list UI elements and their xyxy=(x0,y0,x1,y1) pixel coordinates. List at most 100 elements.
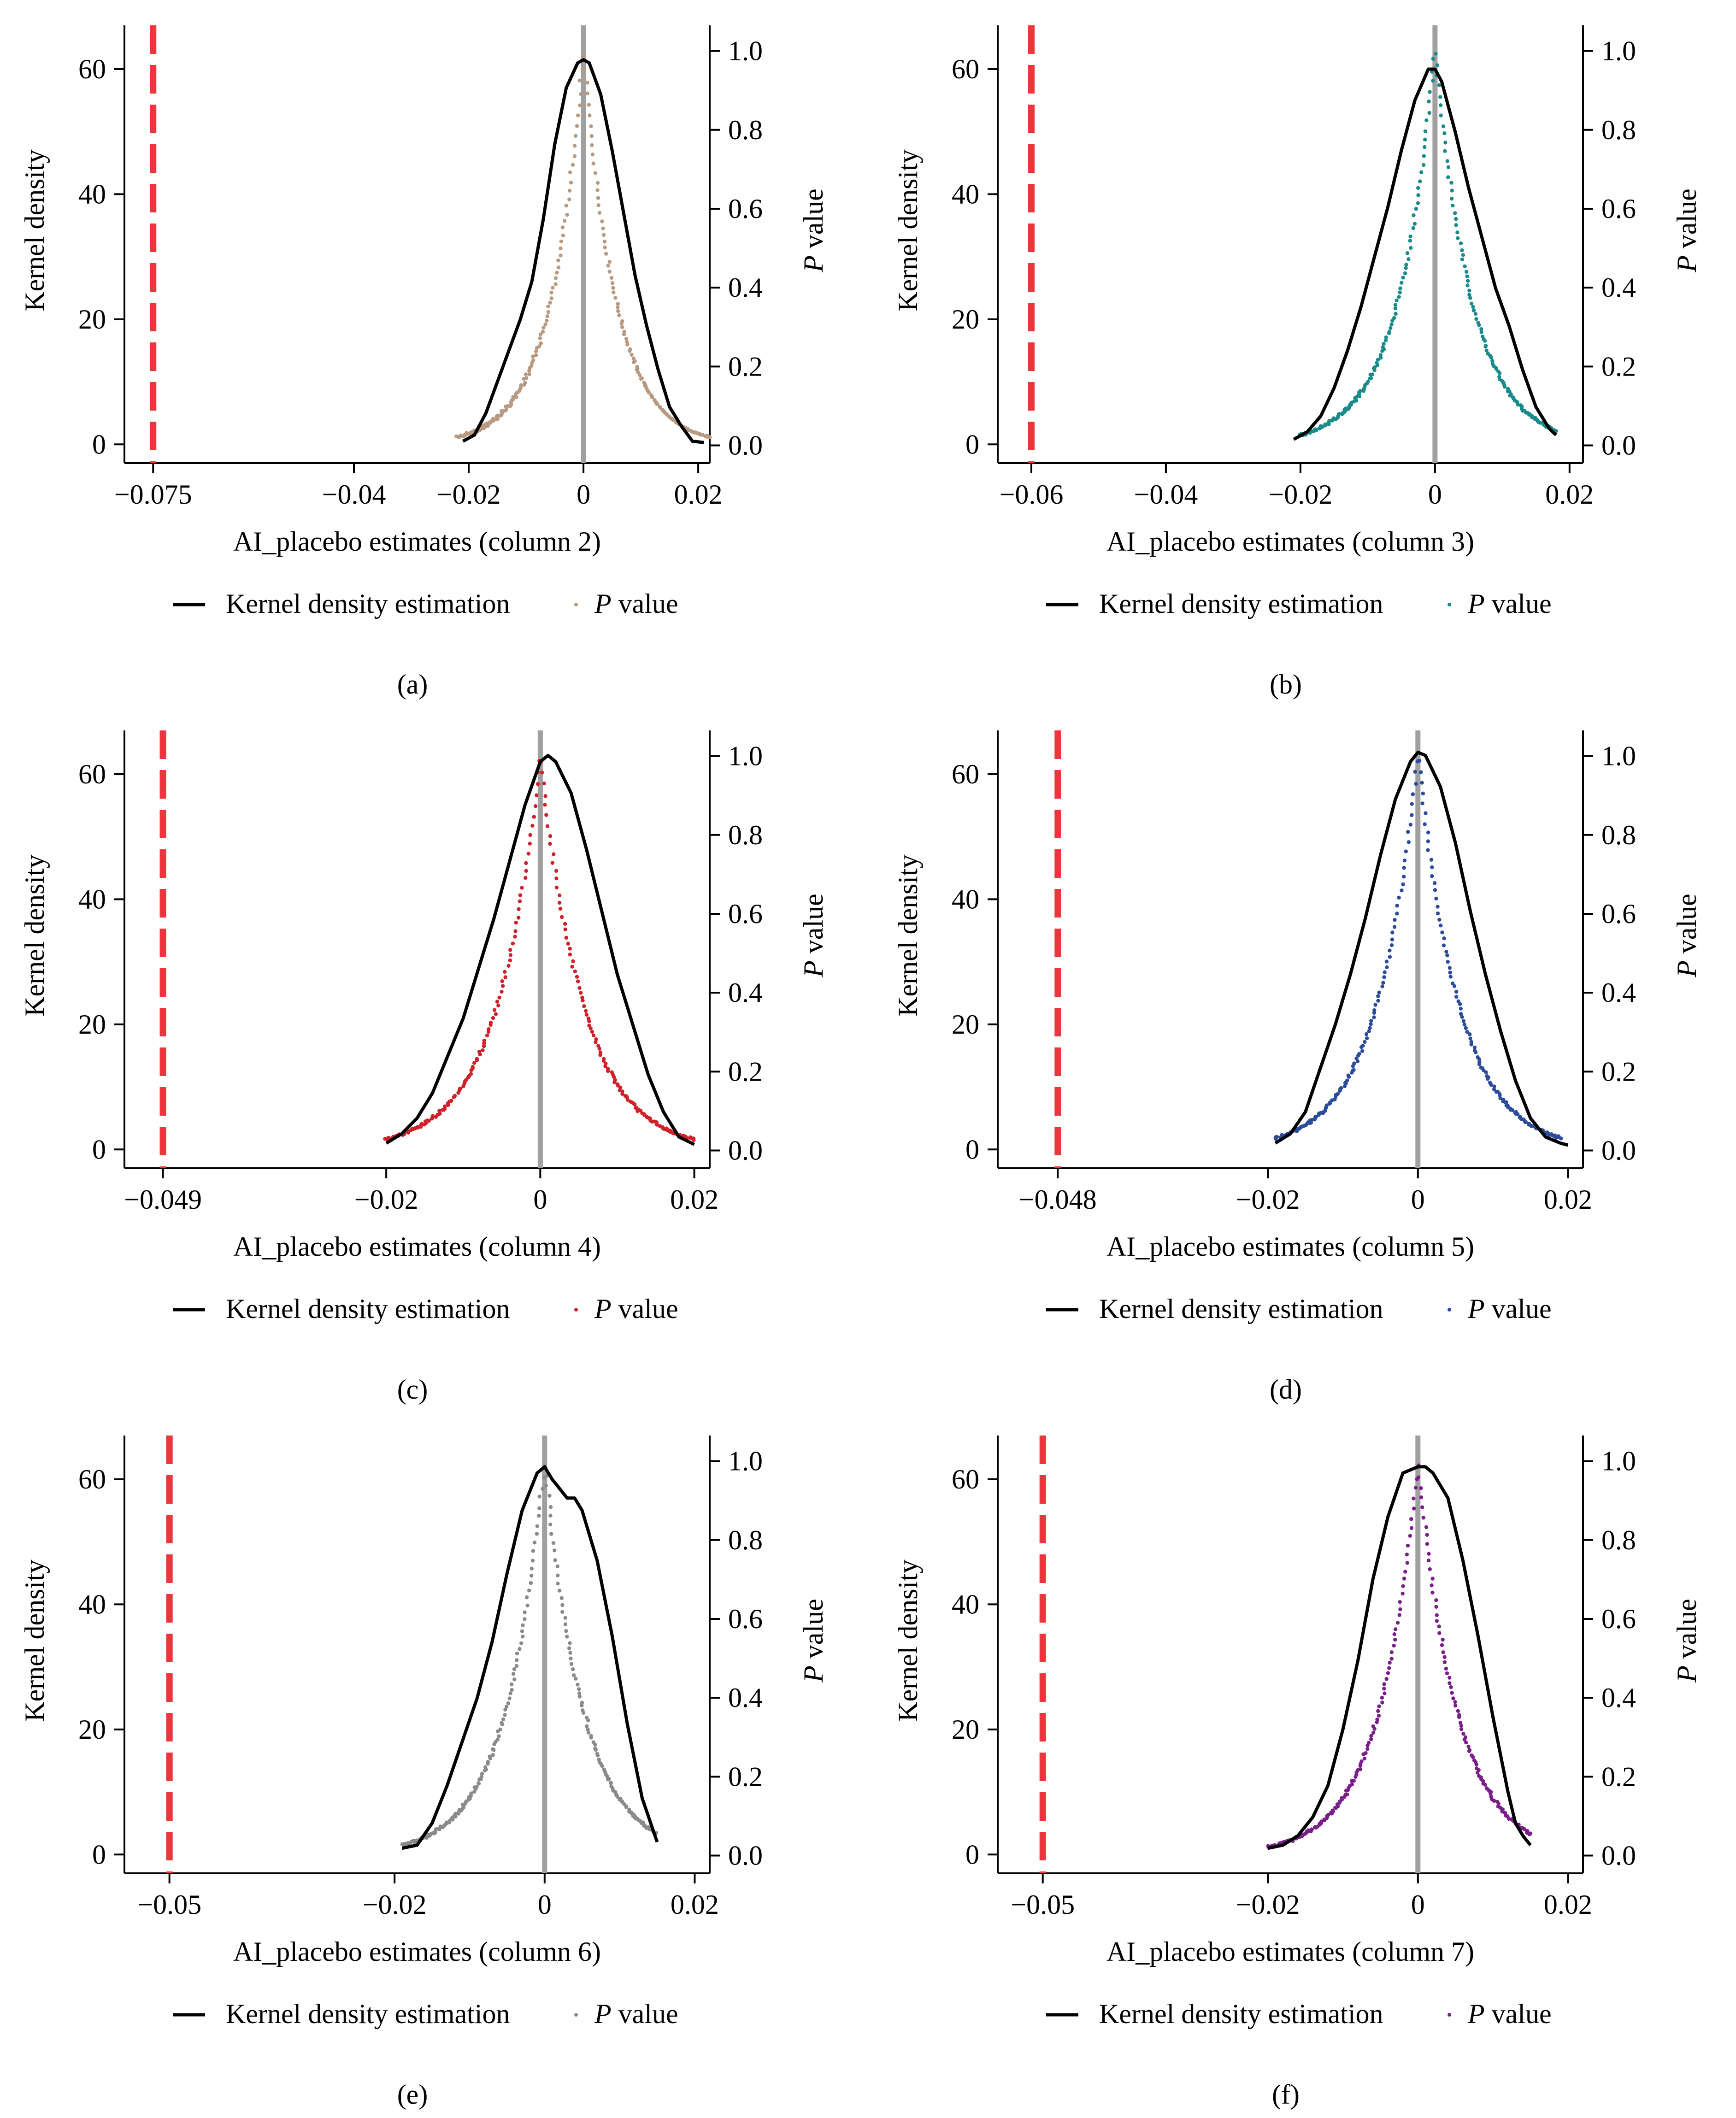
right-y-tick-label: 0.4 xyxy=(728,1683,763,1713)
pvalue-point xyxy=(1386,1671,1390,1675)
kernel-density-line xyxy=(462,58,704,444)
pvalue-point xyxy=(582,67,586,71)
pvalue-point xyxy=(553,276,558,280)
legend-pvalue-label: P value xyxy=(594,1294,678,1324)
pvalue-point xyxy=(559,239,563,244)
pvalue-point xyxy=(576,113,580,118)
pvalue-point xyxy=(596,196,600,200)
pvalue-point xyxy=(1330,1808,1335,1812)
pvalue-point xyxy=(1402,875,1406,879)
x-tick-label: −0.02 xyxy=(354,1184,418,1215)
pvalue-point xyxy=(1446,175,1450,179)
pvalue-point xyxy=(1435,63,1440,67)
pvalue-point xyxy=(1436,905,1440,909)
pvalue-point xyxy=(572,1673,576,1677)
pvalue-point xyxy=(1430,1583,1434,1588)
pvalue-point xyxy=(1423,129,1428,134)
pvalue-point xyxy=(551,1541,556,1545)
pvalue-point xyxy=(1466,279,1470,283)
x-tick-label: −0.02 xyxy=(1236,1889,1300,1920)
pvalue-point xyxy=(595,181,600,185)
pvalue-points xyxy=(400,1464,659,1847)
pvalue-point xyxy=(1438,95,1442,99)
pvalue-point xyxy=(1467,1749,1471,1753)
pvalue-point xyxy=(1502,385,1507,389)
pvalue-point xyxy=(1465,283,1470,288)
pvalue-point xyxy=(548,841,552,846)
pvalue-point xyxy=(548,834,553,838)
pvalue-point xyxy=(1336,1092,1340,1096)
right-y-tick-label: 0.0 xyxy=(1601,430,1636,460)
kernel-density-line xyxy=(1267,1465,1532,1850)
legend-pvalue-label: P value xyxy=(1467,1999,1552,2029)
pvalue-point xyxy=(1527,1832,1532,1836)
pvalue-point xyxy=(1472,1045,1477,1050)
right-y-tick-label: 0.4 xyxy=(728,977,763,1008)
x-axis-title: AI_placebo estimates (column 3) xyxy=(1106,526,1474,557)
pvalue-point xyxy=(1365,1747,1370,1751)
pvalue-point xyxy=(594,1747,598,1752)
x-tick-label: 0.02 xyxy=(1545,479,1594,510)
pvalue-point xyxy=(1460,248,1464,253)
pvalue-point xyxy=(590,143,594,147)
pvalue-point xyxy=(1369,1022,1373,1026)
pvalue-point xyxy=(1439,113,1443,118)
pvalue-point xyxy=(1461,253,1465,257)
pvalue-point xyxy=(555,1573,560,1577)
pvalue-point xyxy=(1479,327,1483,331)
pvalue-point xyxy=(585,91,589,95)
left-y-axis-title: Kernel density xyxy=(893,149,923,312)
chart-panel-f: −0.05 −0.02 0 0.02 0 20 40 60 0.0 0.2 0.4 0.6 0.8 1.0… xyxy=(893,1436,1702,2110)
pvalue-point xyxy=(545,314,549,318)
pvalue-point xyxy=(594,1037,598,1041)
pvalue-point xyxy=(1423,137,1427,142)
pvalue-point xyxy=(1452,984,1457,988)
pvalue-point xyxy=(487,1027,491,1031)
pvalue-point xyxy=(1445,1671,1449,1676)
pvalue-point xyxy=(1395,1621,1400,1625)
pvalue-point xyxy=(552,852,556,856)
pvalue-point xyxy=(1345,1078,1349,1083)
pvalue-point xyxy=(511,941,515,946)
pvalue-point xyxy=(602,240,607,244)
right-y-tick-label: 0.0 xyxy=(1601,1135,1636,1165)
pvalue-point xyxy=(620,1092,624,1096)
pvalue-point xyxy=(554,876,559,881)
pvalue-point xyxy=(1454,989,1459,994)
legend-kde-label: Kernel density estimation xyxy=(226,588,510,619)
pvalue-point xyxy=(1379,356,1383,360)
right-y-axis-title: P value xyxy=(1671,188,1702,273)
pvalue-point xyxy=(1398,1600,1402,1604)
legend-pvalue-label: P value xyxy=(1467,588,1552,619)
pvalue-point xyxy=(1377,1713,1381,1718)
pvalue-point xyxy=(691,1136,696,1141)
pvalue-point xyxy=(1408,239,1412,243)
pvalue-point xyxy=(1387,1666,1391,1670)
pvalue-point xyxy=(1484,348,1489,353)
pvalue-point xyxy=(619,1800,624,1804)
pvalue-point xyxy=(1451,1696,1455,1700)
pvalue-point xyxy=(561,233,565,238)
pvalue-point xyxy=(1430,874,1434,878)
right-y-axis-title-rest: value xyxy=(798,188,829,255)
right-y-tick-label: 0.8 xyxy=(1601,1525,1636,1555)
right-y-tick-label: 0.6 xyxy=(728,1604,763,1634)
pvalue-point xyxy=(1375,1718,1379,1722)
kernel-density-line xyxy=(1274,751,1569,1147)
right-y-tick-label: 0.0 xyxy=(728,1135,763,1165)
pvalue-point xyxy=(572,144,577,148)
pvalue-point xyxy=(1376,999,1380,1003)
left-y-tick-label: 40 xyxy=(78,1589,106,1619)
pvalue-point xyxy=(577,1691,582,1695)
pvalue-point xyxy=(1404,266,1408,270)
pvalue-point xyxy=(528,833,532,837)
pvalue-point xyxy=(512,1667,517,1671)
pvalue-point xyxy=(1498,1093,1502,1098)
pvalue-point xyxy=(539,341,543,346)
pvalue-point xyxy=(1442,1660,1447,1665)
pvalue-point xyxy=(483,1765,488,1770)
pvalue-point xyxy=(548,1505,553,1509)
pvalue-point xyxy=(535,1524,539,1528)
pvalue-point xyxy=(1434,1598,1438,1602)
pvalue-point xyxy=(472,1061,477,1065)
